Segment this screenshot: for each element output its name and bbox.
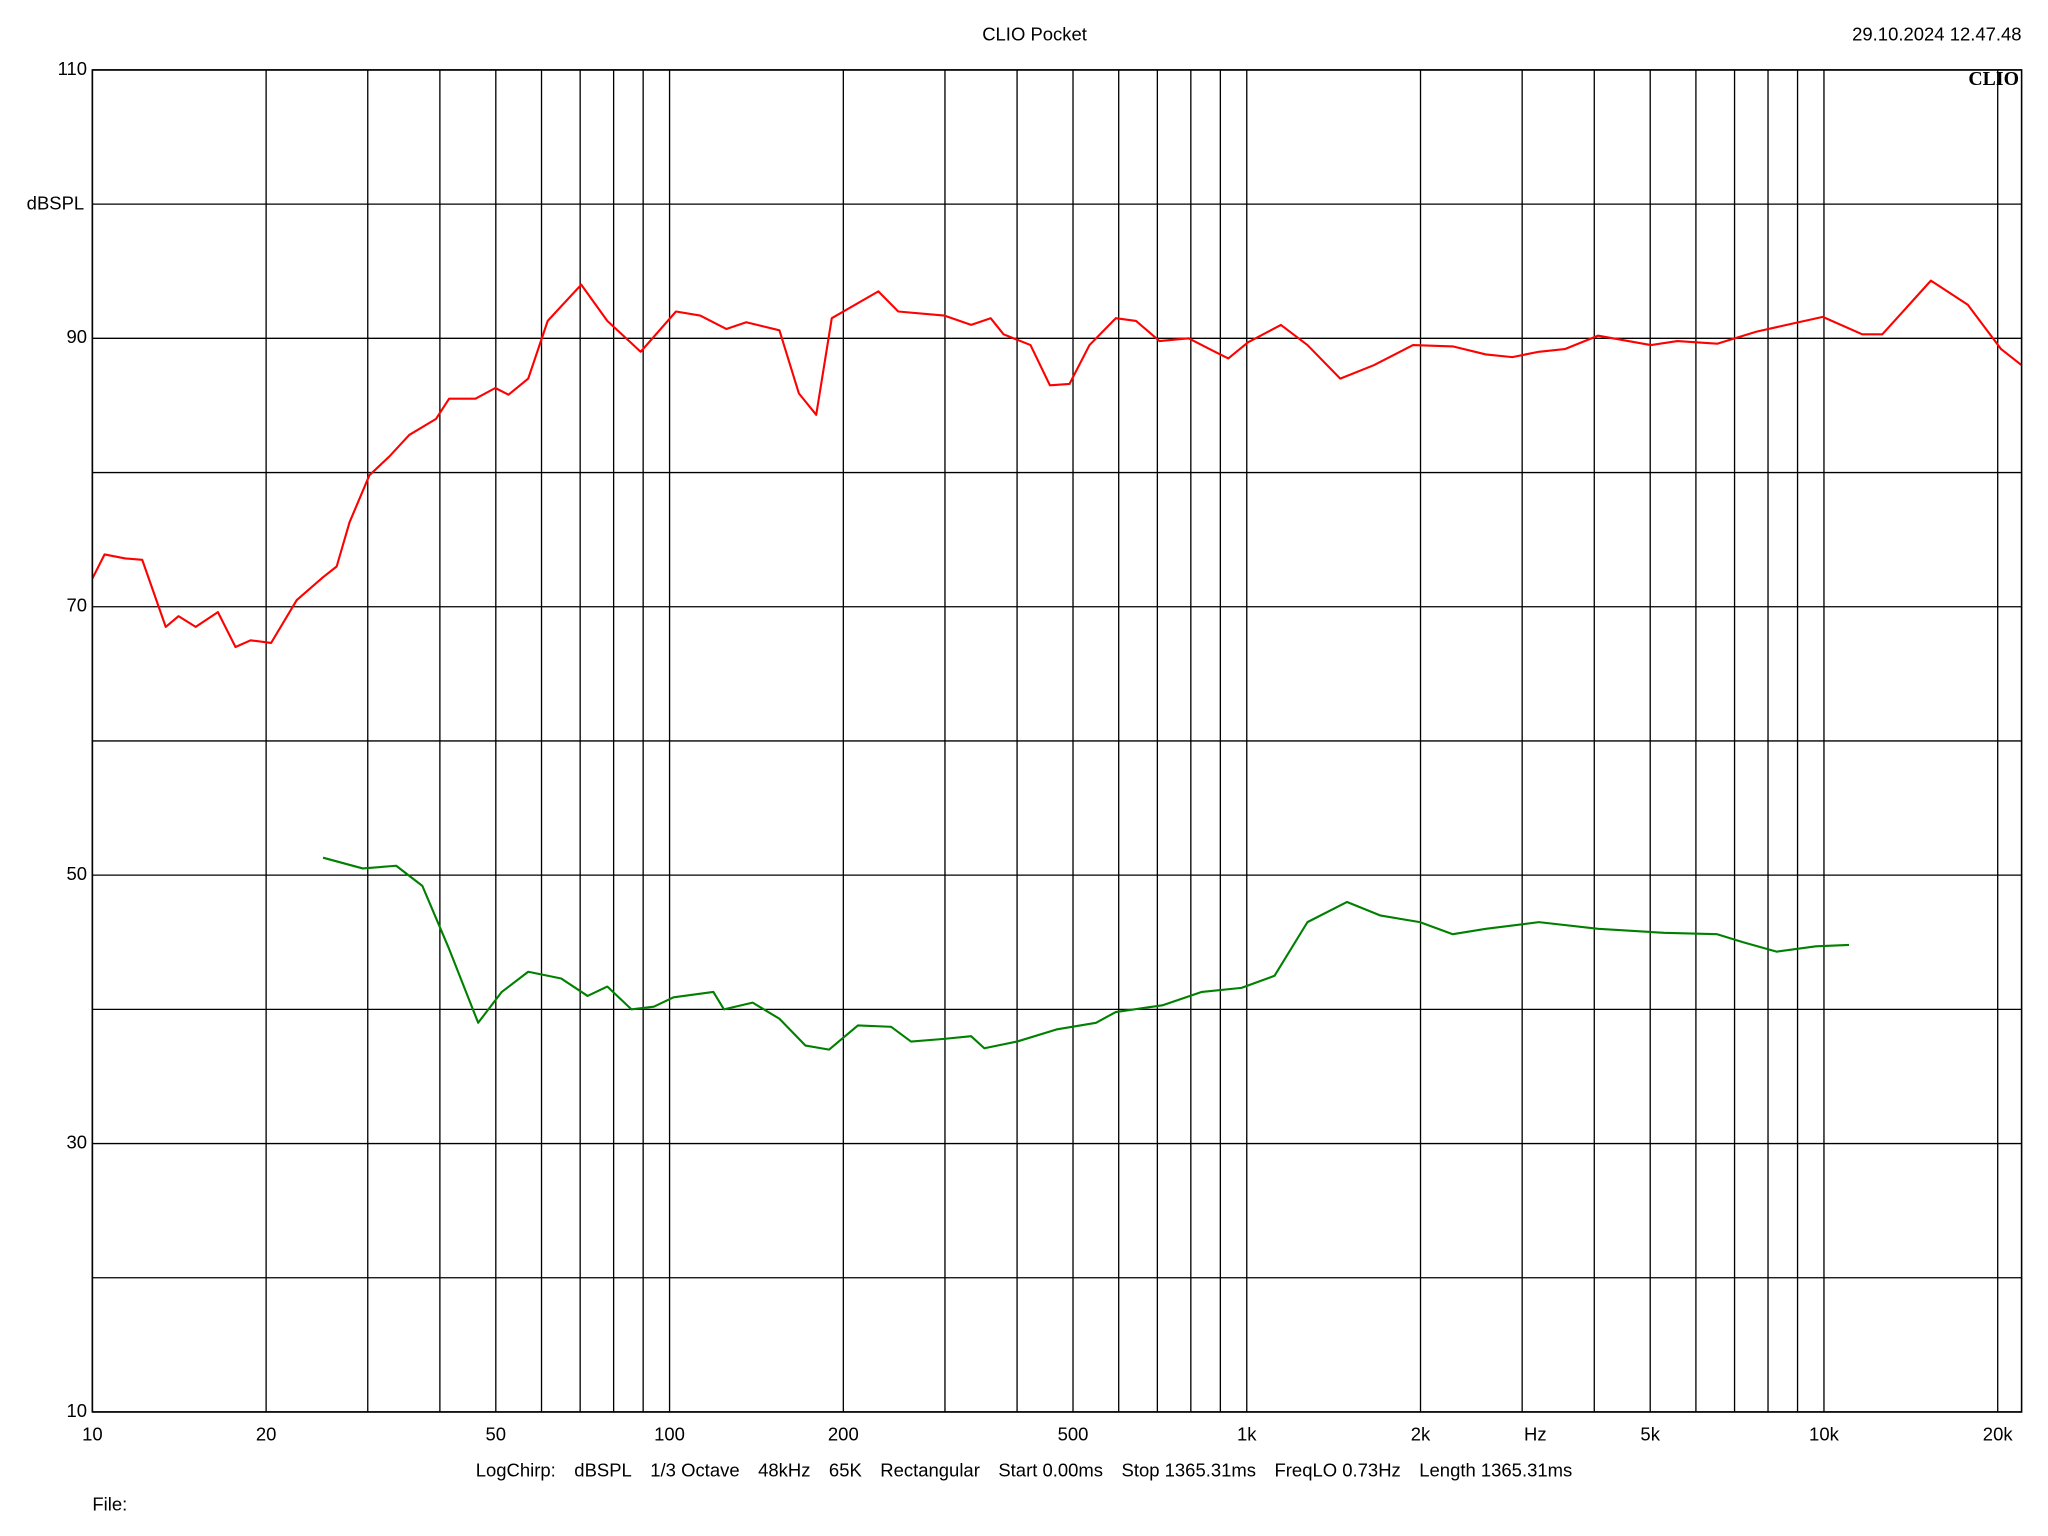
info-item: LogChirp:: [476, 1459, 556, 1480]
x-tick-label: 2k: [1411, 1424, 1431, 1445]
info-item: Start 0.00ms: [998, 1459, 1103, 1480]
plot-lines: [91, 279, 2023, 1051]
y-tick-label: 110: [58, 58, 87, 79]
x-tick-label: 50: [486, 1424, 507, 1445]
info-item: Rectangular: [880, 1459, 980, 1480]
x-axis-label: Hz: [1524, 1424, 1547, 1445]
logo: CLIO: [1968, 68, 2019, 90]
x-tick-label: 200: [828, 1424, 859, 1445]
info-item: FreqLO 0.73Hz: [1275, 1459, 1401, 1480]
info-item: 48kHz: [758, 1459, 810, 1480]
y-axis-label: dBSPL: [27, 192, 85, 213]
info-item: 65K: [829, 1459, 863, 1480]
x-tick-label: 10k: [1809, 1424, 1840, 1445]
x-tick-label: 10: [82, 1424, 103, 1445]
y-tick-label: 30: [67, 1131, 88, 1152]
plot-frame: [91, 69, 2023, 1413]
response-line: [322, 856, 1850, 1051]
chart-title: CLIO Pocket: [982, 24, 1087, 45]
x-tick-label: 500: [1058, 1424, 1089, 1445]
y-tick-label: 90: [67, 326, 88, 347]
y-tick-label: 50: [67, 863, 88, 884]
x-tick-label: 100: [654, 1424, 685, 1445]
timestamp: 29.10.2024 12.47.48: [1852, 24, 2021, 45]
file-label: File:: [92, 1494, 127, 1515]
info-item: 1/3 Octave: [650, 1459, 739, 1480]
x-tick-label: 20: [256, 1424, 277, 1445]
x-tick-label: 5k: [1640, 1424, 1660, 1445]
x-tick-label: 1k: [1237, 1424, 1257, 1445]
info-item: Length 1365.31ms: [1419, 1459, 1572, 1480]
measurement-info: LogChirp: dBSPL 1/3 Octave 48kHz 65K Rectangu…: [476, 1459, 1573, 1480]
x-tick-label: 20k: [1983, 1424, 2014, 1445]
y-tick-label: 70: [67, 595, 88, 616]
y-tick-label: 10: [67, 1400, 88, 1421]
info-item: Stop 1365.31ms: [1122, 1459, 1257, 1480]
response-line: [91, 279, 2023, 649]
info-item: dBSPL: [574, 1459, 632, 1480]
